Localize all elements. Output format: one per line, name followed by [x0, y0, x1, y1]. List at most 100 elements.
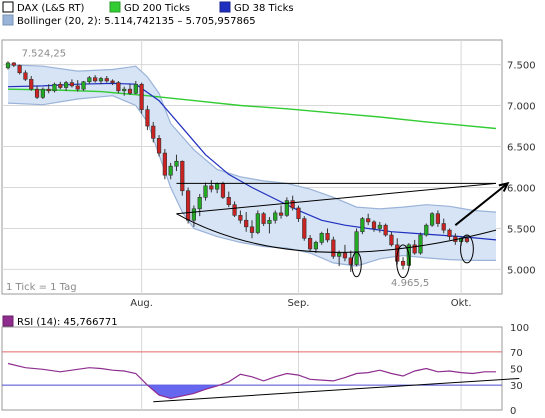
rsi-panel: 100 70 50 30 0 RSI (14): 45,766771 — [1, 315, 529, 417]
y-axis-ticks: 7.500 7.000 6.500 6.000 5.500 5.000 — [507, 61, 536, 277]
candle-body — [122, 88, 127, 92]
price-annotations: 7.524,25 4.965,5 — [22, 49, 430, 290]
candle-body — [429, 213, 435, 226]
candle-body — [87, 77, 92, 83]
candle-body — [197, 197, 202, 210]
candle-body — [162, 152, 167, 176]
candle-body — [447, 229, 452, 237]
candle-body — [418, 234, 423, 254]
candle-body — [93, 77, 98, 82]
candle-body — [81, 81, 86, 90]
y-tick-label: 6.000 — [507, 183, 536, 194]
y-tick-label: 5.000 — [507, 265, 536, 276]
candle-body — [209, 185, 214, 190]
rsi-y-tick-label: 30 — [510, 381, 523, 392]
candle-body — [52, 83, 57, 92]
legend: DAX (L&S RT) GD 200 Ticks GD 38 Ticks Bo… — [2, 1, 294, 27]
highlight-ellipse — [396, 244, 410, 279]
candle-body — [290, 200, 295, 209]
candle-body — [174, 160, 179, 167]
candle-body — [389, 234, 394, 246]
legend-swatch-gd38 — [219, 1, 231, 13]
candle-body — [360, 218, 365, 233]
candle-body — [23, 72, 28, 80]
price-annotation: 4.965,5 — [391, 278, 429, 289]
candle-body — [11, 62, 16, 66]
candle-body — [203, 185, 208, 198]
gd200-line — [7, 88, 497, 130]
candle-body — [238, 215, 243, 221]
highlight-ellipse — [460, 234, 474, 264]
candle-body — [412, 244, 417, 254]
bollinger-band — [8, 64, 496, 267]
candle-body — [354, 231, 359, 265]
rsi-y-tick-label: 70 — [510, 348, 523, 359]
y-tick-label: 7.000 — [507, 102, 536, 113]
candle-body — [17, 65, 22, 74]
candle-body — [273, 212, 278, 221]
rsi-grid — [141, 327, 462, 410]
rsi-trendline — [153, 377, 520, 403]
candle-body — [156, 138, 162, 154]
candle-body — [342, 252, 348, 259]
legend-swatch-gd200 — [109, 1, 121, 13]
x-tick-label: Okt. — [451, 298, 472, 309]
candle-body — [98, 78, 104, 82]
candle-body — [191, 208, 197, 221]
candle-body — [232, 204, 237, 216]
candle-body — [69, 82, 75, 87]
candle-body — [331, 239, 336, 257]
candle-body — [302, 218, 307, 239]
y-tick-label: 5.500 — [507, 224, 536, 235]
trendline-curve — [176, 213, 497, 253]
candle-body — [307, 237, 313, 250]
candle-body — [168, 165, 173, 176]
candle-body — [284, 200, 289, 216]
candle-body — [185, 190, 191, 221]
candle-body — [296, 207, 301, 219]
trend-arrow-head — [498, 181, 510, 192]
price-annotation: 7.524,25 — [22, 49, 67, 60]
legend-label-gd200: GD 200 Ticks — [124, 3, 190, 14]
trend-arrow-shaft — [454, 182, 509, 226]
candle-body — [325, 233, 330, 241]
candle-body — [58, 83, 63, 88]
candle-body — [75, 85, 80, 90]
legend-label-rsi: RSI (14): 45,766771 — [17, 317, 118, 328]
bollinger-upper-line — [7, 64, 497, 213]
candle-body — [244, 219, 249, 228]
y-tick-label: 7.500 — [507, 61, 536, 72]
candle-body — [383, 224, 388, 236]
candle-body — [400, 260, 406, 266]
candle-body — [366, 218, 371, 223]
candle-body — [226, 197, 231, 205]
candle-body — [151, 125, 156, 139]
x-tick-label: Sep. — [287, 298, 309, 309]
trendlines — [176, 181, 510, 253]
candle-body — [261, 213, 266, 224]
footnote: 1 Tick = 1 Tag — [6, 282, 77, 293]
candle-body — [377, 224, 382, 229]
candle-body — [40, 88, 45, 98]
highlight-ellipses — [351, 234, 474, 279]
legend-label-gd38: GD 38 Ticks — [234, 3, 294, 14]
x-tick-label: Aug. — [130, 298, 153, 309]
legend-swatch-dax — [2, 1, 14, 13]
candle-body — [63, 82, 69, 88]
candle-body — [34, 88, 40, 98]
candle-body — [424, 224, 429, 236]
candle-body — [104, 78, 109, 82]
trendline-1 — [176, 182, 497, 215]
candle-body — [127, 88, 133, 94]
candle-body — [5, 62, 11, 69]
candle-body — [441, 223, 446, 231]
highlight-ellipse — [351, 251, 362, 278]
candle-body — [267, 219, 272, 224]
candle-body — [278, 212, 284, 216]
rsi-y-tick-label: 0 — [510, 406, 516, 417]
candle-body — [371, 221, 377, 229]
x-axis-ticks: Aug. Sep. Okt. — [130, 298, 471, 309]
candle-body — [435, 213, 441, 224]
rsi-y-tick-label: 100 — [510, 323, 529, 334]
legend-label-bollinger: Bollinger (20, 2): 5.114,742135 – 5.705,… — [17, 16, 256, 27]
